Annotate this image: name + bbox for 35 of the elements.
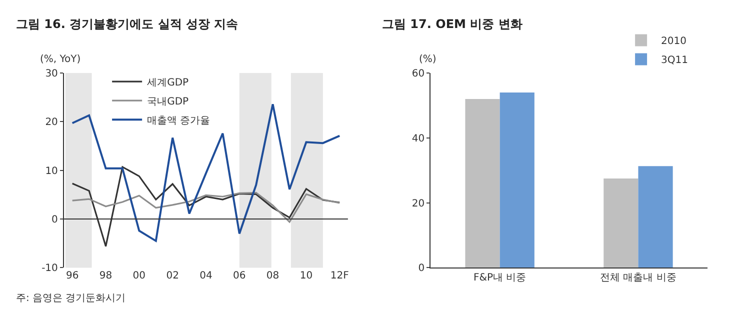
y-tick-label: 0 xyxy=(52,214,58,226)
bar xyxy=(465,98,500,268)
legend-label: 2010 xyxy=(661,36,687,48)
chart-title: 그림 17. OEM 비중 변화 xyxy=(382,17,522,31)
x-tick-label: F&P내 비중 xyxy=(473,272,526,284)
y-tick-label: 10 xyxy=(45,166,58,177)
y-tick-label: 0 xyxy=(418,263,425,274)
x-tick-label: 02 xyxy=(166,270,179,282)
y-tick-label: 60 xyxy=(412,68,425,80)
chart-title: 그림 16. 경기불황기에도 실적 성장 지속 xyxy=(16,17,238,31)
legend-label: 3Q11 xyxy=(661,55,688,66)
y-tick-label: 30 xyxy=(45,68,58,80)
bar xyxy=(604,178,638,268)
y-tick-label: -10 xyxy=(42,263,58,274)
bar xyxy=(638,166,673,268)
x-tick-label: 전체 매출내 비중 xyxy=(600,272,676,284)
x-tick-label: 96 xyxy=(66,270,79,282)
x-tick-label: 04 xyxy=(200,270,212,282)
legend-label: 매출액 증가율 xyxy=(147,116,210,126)
y-axis-title: (%) xyxy=(419,54,436,65)
y-tick-label: 20 xyxy=(45,117,58,128)
x-tick-label: 06 xyxy=(233,270,246,282)
x-tick-label: 00 xyxy=(132,270,146,282)
x-tick-label: 12F xyxy=(330,270,350,282)
y-tick-label: 20 xyxy=(412,198,425,210)
legend-label: 국내GDP xyxy=(147,96,189,108)
line-series xyxy=(72,192,340,223)
y-axis-title: (%, YoY) xyxy=(40,54,81,65)
x-tick-label: 98 xyxy=(99,270,112,282)
x-tick-label: 10 xyxy=(300,270,313,282)
y-tick-label: 40 xyxy=(412,133,425,144)
x-tick-label: 08 xyxy=(266,270,280,282)
bar xyxy=(500,92,534,268)
text: 주: 음영은 경기둔화시기 xyxy=(16,293,126,304)
legend-label: 세계GDP xyxy=(147,78,189,88)
